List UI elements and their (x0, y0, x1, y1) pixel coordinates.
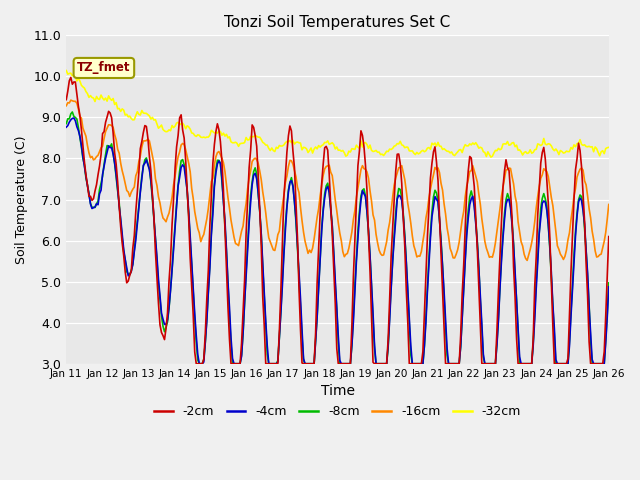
Title: Tonzi Soil Temperatures Set C: Tonzi Soil Temperatures Set C (225, 15, 451, 30)
Y-axis label: Soil Temperature (C): Soil Temperature (C) (15, 135, 28, 264)
X-axis label: Time: Time (321, 384, 355, 398)
Text: TZ_fmet: TZ_fmet (77, 61, 131, 74)
Legend: -2cm, -4cm, -8cm, -16cm, -32cm: -2cm, -4cm, -8cm, -16cm, -32cm (149, 400, 526, 423)
